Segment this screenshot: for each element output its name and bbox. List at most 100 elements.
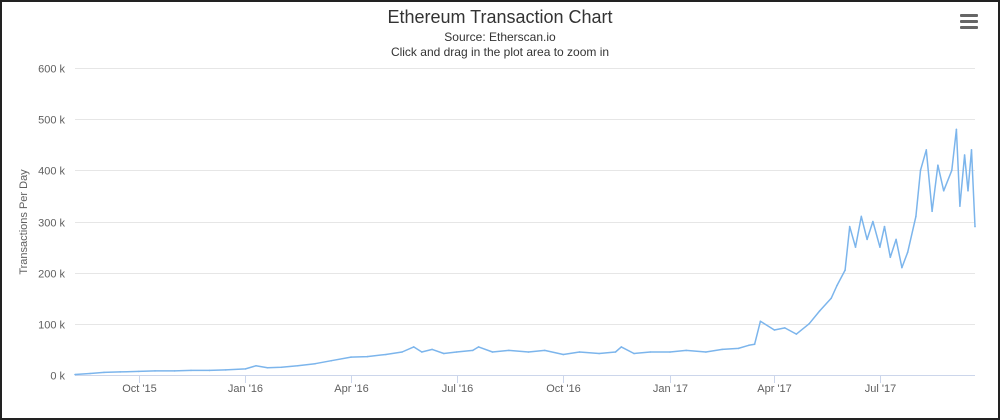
menu-bar xyxy=(960,14,978,17)
data-point xyxy=(883,225,886,228)
data-point xyxy=(737,347,740,350)
data-point xyxy=(633,352,635,355)
data-point xyxy=(508,349,510,352)
y-tick-label: 200 k xyxy=(38,269,65,281)
y-tick-label: 100 k xyxy=(38,320,65,332)
data-point xyxy=(244,368,247,370)
data-point xyxy=(906,251,909,253)
y-tick-label: 500 k xyxy=(38,115,65,127)
gridlines xyxy=(75,68,975,376)
data-point xyxy=(879,246,881,248)
data-point xyxy=(119,371,121,373)
data-point xyxy=(844,269,846,271)
data-point xyxy=(925,149,928,151)
data-point xyxy=(866,238,868,241)
y-axis-title: Transactions Per Day xyxy=(18,169,30,275)
data-point xyxy=(795,333,798,335)
chart-subtitle-zoom-hint: Click and drag in the plot area to zoom … xyxy=(390,45,610,59)
data-point xyxy=(350,356,352,358)
x-tick-label: Jan '16 xyxy=(228,383,263,395)
x-tick-label: Apr '17 xyxy=(757,383,792,395)
data-point xyxy=(721,348,723,351)
data-point xyxy=(154,370,156,372)
data-point xyxy=(889,256,892,259)
data-point xyxy=(759,320,762,323)
data-point xyxy=(895,238,897,241)
data-point xyxy=(967,190,969,192)
y-tick-label: 600 k xyxy=(38,64,65,76)
data-point xyxy=(103,371,105,374)
data-point xyxy=(208,369,211,372)
data-point xyxy=(578,351,581,353)
data-point xyxy=(620,346,623,348)
data-point xyxy=(491,351,494,353)
data-point xyxy=(818,310,821,312)
chart-subtitle-source: Source: Etherscan.io xyxy=(444,30,556,44)
data-point xyxy=(614,351,617,353)
x-tick-label: Jul '17 xyxy=(865,383,896,395)
y-axis-ticks: 0 k 100 k 200 k 300 k 400 k 500 k 600 k xyxy=(38,64,65,383)
data-point xyxy=(919,169,922,172)
x-tick-label: Oct '16 xyxy=(546,383,581,395)
data-point xyxy=(421,351,423,353)
data-point xyxy=(955,128,958,131)
y-tick-label: 0 k xyxy=(50,371,65,383)
data-point xyxy=(280,366,283,369)
data-point xyxy=(330,359,333,362)
chart-title: Ethereum Transaction Chart xyxy=(387,7,613,27)
data-point xyxy=(412,346,415,348)
data-point xyxy=(366,355,369,358)
data-point xyxy=(598,352,600,355)
data-point xyxy=(314,362,316,365)
data-point xyxy=(225,369,227,371)
data-point xyxy=(74,373,76,376)
data-point xyxy=(951,169,953,172)
y-tick-label: 400 k xyxy=(38,166,65,178)
menu-bar xyxy=(960,20,978,23)
data-point xyxy=(443,352,445,355)
data-point xyxy=(138,370,140,373)
data-point xyxy=(649,351,652,353)
x-tick-label: Jul '16 xyxy=(442,383,473,395)
data-point xyxy=(255,365,257,367)
data-point xyxy=(562,353,565,356)
data-point xyxy=(753,343,756,346)
data-point xyxy=(784,327,786,329)
data-point xyxy=(431,348,434,351)
data-point xyxy=(266,367,269,369)
data-point xyxy=(173,370,176,372)
data-point xyxy=(854,246,857,248)
data-point xyxy=(455,351,458,353)
data-point xyxy=(705,351,707,353)
x-tick-label: Oct '15 xyxy=(122,383,157,395)
series-group xyxy=(74,128,976,376)
data-point xyxy=(748,344,750,347)
data-point xyxy=(974,225,976,228)
data-point xyxy=(901,266,903,269)
data-point xyxy=(543,349,546,352)
data-point xyxy=(937,164,939,166)
data-point xyxy=(942,190,945,192)
data-point xyxy=(190,369,192,372)
data-point xyxy=(963,154,966,156)
data-point xyxy=(931,210,933,213)
data-point xyxy=(836,284,838,287)
data-point xyxy=(872,220,874,223)
data-point xyxy=(860,215,863,218)
data-point xyxy=(669,351,671,353)
x-tick-label: Apr '16 xyxy=(334,383,369,395)
menu-bar xyxy=(960,26,978,29)
data-point xyxy=(773,329,776,331)
data-point xyxy=(385,353,387,356)
y-tick-label: 300 k xyxy=(38,218,65,230)
data-point xyxy=(527,351,530,353)
data-point xyxy=(830,297,832,300)
x-axis-ticks: Oct '15 Jan '16 Apr '16 Jul '16 Oct '16 Jan '… xyxy=(122,375,896,395)
data-point xyxy=(477,346,480,348)
data-point xyxy=(89,372,91,375)
hamburger-menu-icon[interactable] xyxy=(958,12,980,30)
data-point xyxy=(401,351,403,353)
data-point xyxy=(472,349,474,352)
